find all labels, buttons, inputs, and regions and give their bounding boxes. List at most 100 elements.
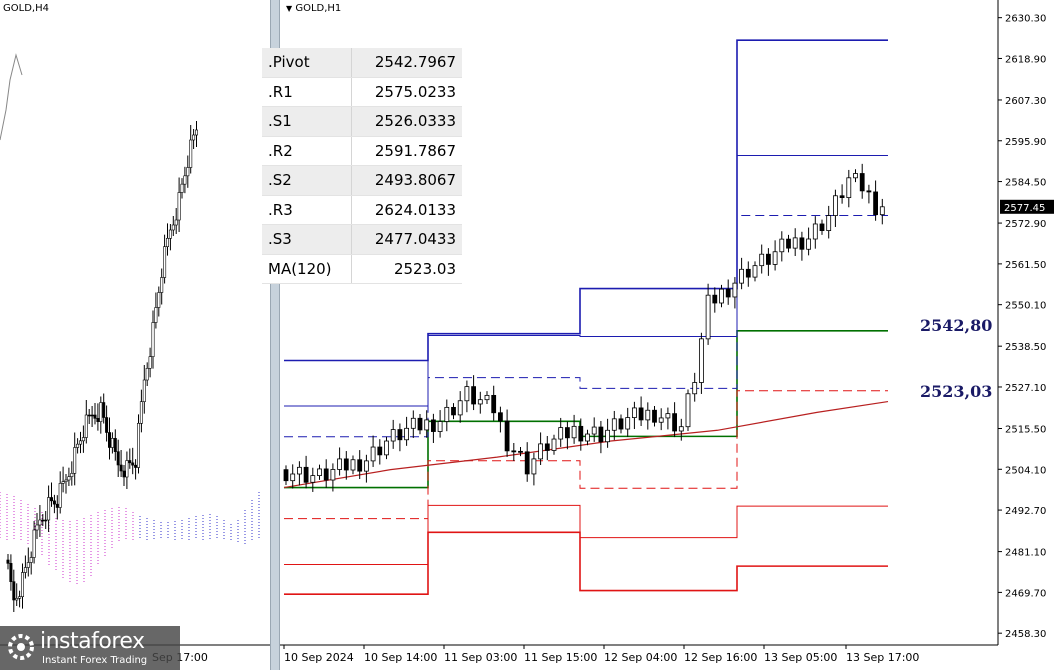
left-candle-body xyxy=(166,238,170,247)
left-candle-body xyxy=(32,529,36,558)
y-tick-label: 2550.10 xyxy=(1005,301,1046,312)
candle-body xyxy=(303,466,309,483)
candle-body xyxy=(692,382,698,395)
left-candle-body xyxy=(61,481,65,484)
x-tick-label: 13 Sep 17:00 xyxy=(846,651,919,664)
y-tick-label: 2595.90 xyxy=(1005,137,1046,148)
left-candle-body xyxy=(119,464,123,472)
x-tick-label: 11 Sep 03:00 xyxy=(444,651,517,664)
candle-body xyxy=(611,418,617,431)
candle-body xyxy=(417,417,423,431)
candle-body xyxy=(511,450,517,453)
left-chart-panel[interactable]: GOLD,H4 xyxy=(0,0,270,670)
y-tick-label: 2607.30 xyxy=(1005,96,1046,107)
candle-body xyxy=(772,251,778,265)
candle-body xyxy=(725,288,731,298)
left-candle-body xyxy=(41,519,45,522)
candle-body xyxy=(853,173,858,179)
left-candle-body xyxy=(163,246,167,278)
candle-body xyxy=(504,420,510,452)
left-candle-body xyxy=(105,417,109,433)
candle-body xyxy=(765,253,771,265)
pivot-row-value: 2477.0433 xyxy=(351,224,462,255)
y-tick-label: 2492.70 xyxy=(1005,506,1046,517)
pivot-row-label: .R1 xyxy=(262,77,352,107)
left-candle-body xyxy=(128,460,132,464)
candle-body xyxy=(410,417,416,429)
x-tick-label: 10 Sep 14:00 xyxy=(364,651,437,664)
left-candle-body xyxy=(6,559,10,564)
candle-body xyxy=(564,427,570,439)
pivot-row: MA(120) 2523.03 xyxy=(262,254,462,284)
instaforex-logo: instaforex Instant Forex Trading xyxy=(0,626,180,670)
candle-body xyxy=(631,407,637,418)
left-candle-body xyxy=(81,437,85,442)
y-tick-label: 2538.50 xyxy=(1005,342,1046,353)
y-tick-label: 2630.30 xyxy=(1005,14,1046,25)
left-candle-body xyxy=(108,432,112,448)
candle-body xyxy=(618,418,624,430)
left-candle-body xyxy=(9,563,13,582)
pivot-levels-table: .Pivot 2542.7967 .R1 2575.0233 .S1 2526.0333.… xyxy=(262,48,462,284)
left-candle-body xyxy=(70,473,74,477)
candle-body xyxy=(826,215,832,231)
candle-body xyxy=(739,268,745,284)
candle-body xyxy=(330,469,336,481)
pivot-row: .R2 2591.7867 xyxy=(262,136,462,166)
left-candle-body xyxy=(58,483,62,508)
candle-body xyxy=(598,426,604,443)
left-candle-body xyxy=(73,447,77,474)
candle-body xyxy=(712,294,718,304)
dropdown-arrow-icon[interactable]: ▼ xyxy=(286,4,293,13)
left-chart-title: GOLD,H4 xyxy=(3,3,49,14)
left-candle-body xyxy=(148,356,152,369)
left-candle-body xyxy=(134,464,138,468)
candle-body xyxy=(806,238,811,250)
candle-body xyxy=(377,446,383,456)
left-candle-body xyxy=(180,183,184,193)
pivot-row-value: 2591.7867 xyxy=(351,136,462,166)
left-candle-body xyxy=(26,562,30,568)
candle-body xyxy=(491,394,497,414)
candle-body xyxy=(685,393,691,428)
level-line-s3 xyxy=(284,531,888,595)
candle-body xyxy=(779,238,785,253)
left-candle-body xyxy=(90,414,94,417)
pivot-row-label: .S3 xyxy=(262,224,352,255)
left-candle-body xyxy=(20,572,24,597)
left-candle-body xyxy=(113,438,117,452)
candle-body xyxy=(812,223,818,240)
y-tick-label: 2527.10 xyxy=(1005,383,1046,394)
pivot-row-value: 2493.8067 xyxy=(351,165,462,196)
left-candle-body xyxy=(38,519,42,526)
left-chart-canvas xyxy=(0,53,270,646)
left-candle-body xyxy=(84,414,88,438)
candle-body xyxy=(698,338,704,383)
left-candle-body xyxy=(47,497,51,521)
left-candle-body xyxy=(151,322,155,357)
left-candle-body xyxy=(157,292,161,308)
logo-name: instaforex xyxy=(40,629,145,654)
y-tick-label: 2572.90 xyxy=(1005,219,1046,230)
candle-body xyxy=(786,238,791,249)
left-candle-body xyxy=(192,134,196,141)
pivot-row-value: 2575.0233 xyxy=(351,77,462,107)
candle-body xyxy=(497,412,503,422)
left-candle-body xyxy=(142,379,146,402)
candle-body xyxy=(457,400,463,416)
candle-body xyxy=(370,446,376,462)
chart-divider[interactable] xyxy=(270,0,280,670)
left-candle-body xyxy=(154,307,158,323)
left-candle-body xyxy=(177,192,181,221)
candle-body xyxy=(484,394,490,401)
candle-body xyxy=(317,468,322,477)
left-candle-body xyxy=(76,443,80,448)
level-line-s1 xyxy=(284,390,888,520)
left-candle-body xyxy=(171,224,175,231)
candle-body xyxy=(390,429,396,442)
pivot-row-label: .S1 xyxy=(262,106,352,137)
candle-body xyxy=(350,459,356,471)
candle-body xyxy=(665,413,671,419)
left-candle-body xyxy=(131,462,135,466)
candle-body xyxy=(451,406,456,416)
